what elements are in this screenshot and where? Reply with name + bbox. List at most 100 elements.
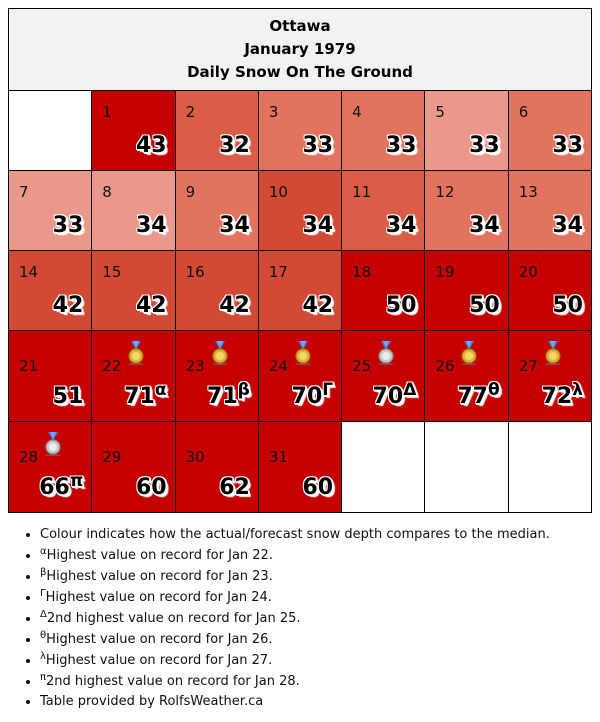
day-number: 16 xyxy=(185,263,205,281)
day-number: 3 xyxy=(268,103,279,121)
snow-depth-value: 66π xyxy=(39,471,84,501)
day-number: 22 xyxy=(102,357,122,375)
silver-medal-icon xyxy=(378,341,395,365)
snow-depth-value: 42 xyxy=(52,293,84,318)
snow-depth-value: 71β xyxy=(207,380,250,410)
notes-list: Colour indicates how the actual/forecast… xyxy=(20,524,550,711)
note-item: Colour indicates how the actual/forecast… xyxy=(40,524,550,545)
day-cell-4: 4 33 xyxy=(341,90,426,171)
day-cell-25: 25 70Δ xyxy=(341,330,426,422)
record-marker: Δ xyxy=(403,380,417,400)
day-number: 31 xyxy=(268,448,288,466)
snow-depth-value: 71α xyxy=(124,380,167,410)
day-cell-10: 10 34 xyxy=(257,170,343,251)
day-cell-29: 29 60 xyxy=(91,421,176,513)
month-title: January 1979 xyxy=(244,40,356,58)
credit-note: Table provided by RolfsWeather.ca xyxy=(40,692,550,711)
gold-medal-icon xyxy=(294,341,311,365)
snow-depth-value: 60 xyxy=(302,475,334,500)
week-row-5: 28 66π 29 60 30 62 31 60 xyxy=(7,421,593,513)
day-number: 29 xyxy=(102,448,122,466)
day-number: 23 xyxy=(185,357,205,375)
note-item: π2nd highest value on record for Jan 28. xyxy=(40,671,550,692)
day-cell-24: 24 70Γ xyxy=(257,330,343,422)
day-number: 9 xyxy=(185,183,196,201)
snow-depth-value: 70Γ xyxy=(291,380,334,410)
snow-depth-value: 33 xyxy=(302,133,334,158)
gold-medal-icon xyxy=(544,341,561,365)
day-cell-2: 2 32 xyxy=(174,90,259,171)
snow-depth-value: 50 xyxy=(385,293,417,318)
day-number: 26 xyxy=(435,357,455,375)
calendar-wrapper: Ottawa January 1979 Daily Snow On The Gr… xyxy=(7,8,593,513)
day-number: 15 xyxy=(102,263,122,281)
day-cell-21: 21 51 xyxy=(7,330,93,422)
day-number: 8 xyxy=(102,183,112,201)
day-cell-17: 17 42 xyxy=(257,250,343,331)
day-number: 13 xyxy=(518,183,538,201)
day-number: 10 xyxy=(268,183,288,201)
week-row-3: 14 42 15 42 16 42 17 42 18 50 19 50 20 50 xyxy=(7,250,593,331)
note-item: λHighest value on record for Jan 27. xyxy=(40,650,550,671)
snow-depth-value: 77θ xyxy=(457,380,500,410)
gold-medal-icon xyxy=(461,341,478,365)
snow-depth-value: 70Δ xyxy=(372,380,417,410)
day-cell-31: 31 60 xyxy=(257,421,343,513)
snow-depth-value: 50 xyxy=(552,293,583,318)
snow-depth-value: 34 xyxy=(469,213,500,238)
snow-depth-value: 42 xyxy=(135,293,167,318)
day-cell-6: 6 33 xyxy=(507,90,593,171)
day-number: 5 xyxy=(435,103,445,121)
day-number: 11 xyxy=(352,183,372,201)
day-number: 18 xyxy=(352,263,372,281)
snow-depth-value: 34 xyxy=(135,213,167,238)
snow-depth-value: 50 xyxy=(469,293,500,318)
day-cell-30: 30 62 xyxy=(174,421,259,513)
day-number: 27 xyxy=(518,357,538,375)
empty-cell xyxy=(341,421,426,513)
day-number: 2 xyxy=(185,103,196,121)
day-cell-3: 3 33 xyxy=(257,90,343,171)
day-cell-9: 9 34 xyxy=(174,170,259,251)
day-number: 30 xyxy=(185,448,205,466)
day-number: 6 xyxy=(518,103,529,121)
note-item: θHighest value on record for Jan 26. xyxy=(40,629,550,650)
week-row-1: 1 43 2 32 3 33 4 33 5 33 6 33 xyxy=(7,90,593,171)
day-cell-19: 19 50 xyxy=(424,250,509,331)
gold-medal-icon xyxy=(211,341,228,365)
record-marker: θ xyxy=(488,380,500,400)
record-marker: λ xyxy=(572,380,583,400)
snow-depth-value: 42 xyxy=(219,293,250,318)
snow-depth-value: 60 xyxy=(135,475,167,500)
day-number: 28 xyxy=(19,448,39,466)
day-cell-23: 23 71β xyxy=(174,330,259,422)
empty-cell xyxy=(7,90,93,171)
record-marker: Γ xyxy=(322,380,334,400)
day-cell-14: 14 42 xyxy=(7,250,93,331)
day-number: 14 xyxy=(19,263,39,281)
day-cell-22: 22 71α xyxy=(91,330,176,422)
snow-depth-value: 34 xyxy=(385,213,417,238)
calendar-grid: 1 43 2 32 3 33 4 33 5 33 6 33 7 33 8 34 9 34 10 34… xyxy=(7,90,593,513)
snow-depth-value: 43 xyxy=(135,133,167,158)
note-item: βHighest value on record for Jan 23. xyxy=(40,566,550,587)
snow-depth-value: 33 xyxy=(469,133,500,158)
snow-depth-value: 33 xyxy=(552,133,583,158)
empty-cell xyxy=(507,421,593,513)
day-number: 7 xyxy=(19,183,29,201)
snow-depth-value: 32 xyxy=(219,133,250,158)
day-number: 25 xyxy=(352,357,372,375)
chart-subtitle: Daily Snow On The Ground xyxy=(187,63,413,81)
snow-depth-value: 34 xyxy=(552,213,583,238)
record-marker: π xyxy=(69,471,84,491)
snow-depth-value: 62 xyxy=(219,475,250,500)
day-cell-15: 15 42 xyxy=(91,250,176,331)
snow-depth-value: 34 xyxy=(302,213,334,238)
day-number: 19 xyxy=(435,263,455,281)
note-item: ΓHighest value on record for Jan 24. xyxy=(40,587,550,608)
day-number: 12 xyxy=(435,183,455,201)
record-marker: β xyxy=(237,380,250,400)
day-cell-28: 28 66π xyxy=(7,421,93,513)
empty-cell xyxy=(424,421,509,513)
day-cell-5: 5 33 xyxy=(424,90,509,171)
